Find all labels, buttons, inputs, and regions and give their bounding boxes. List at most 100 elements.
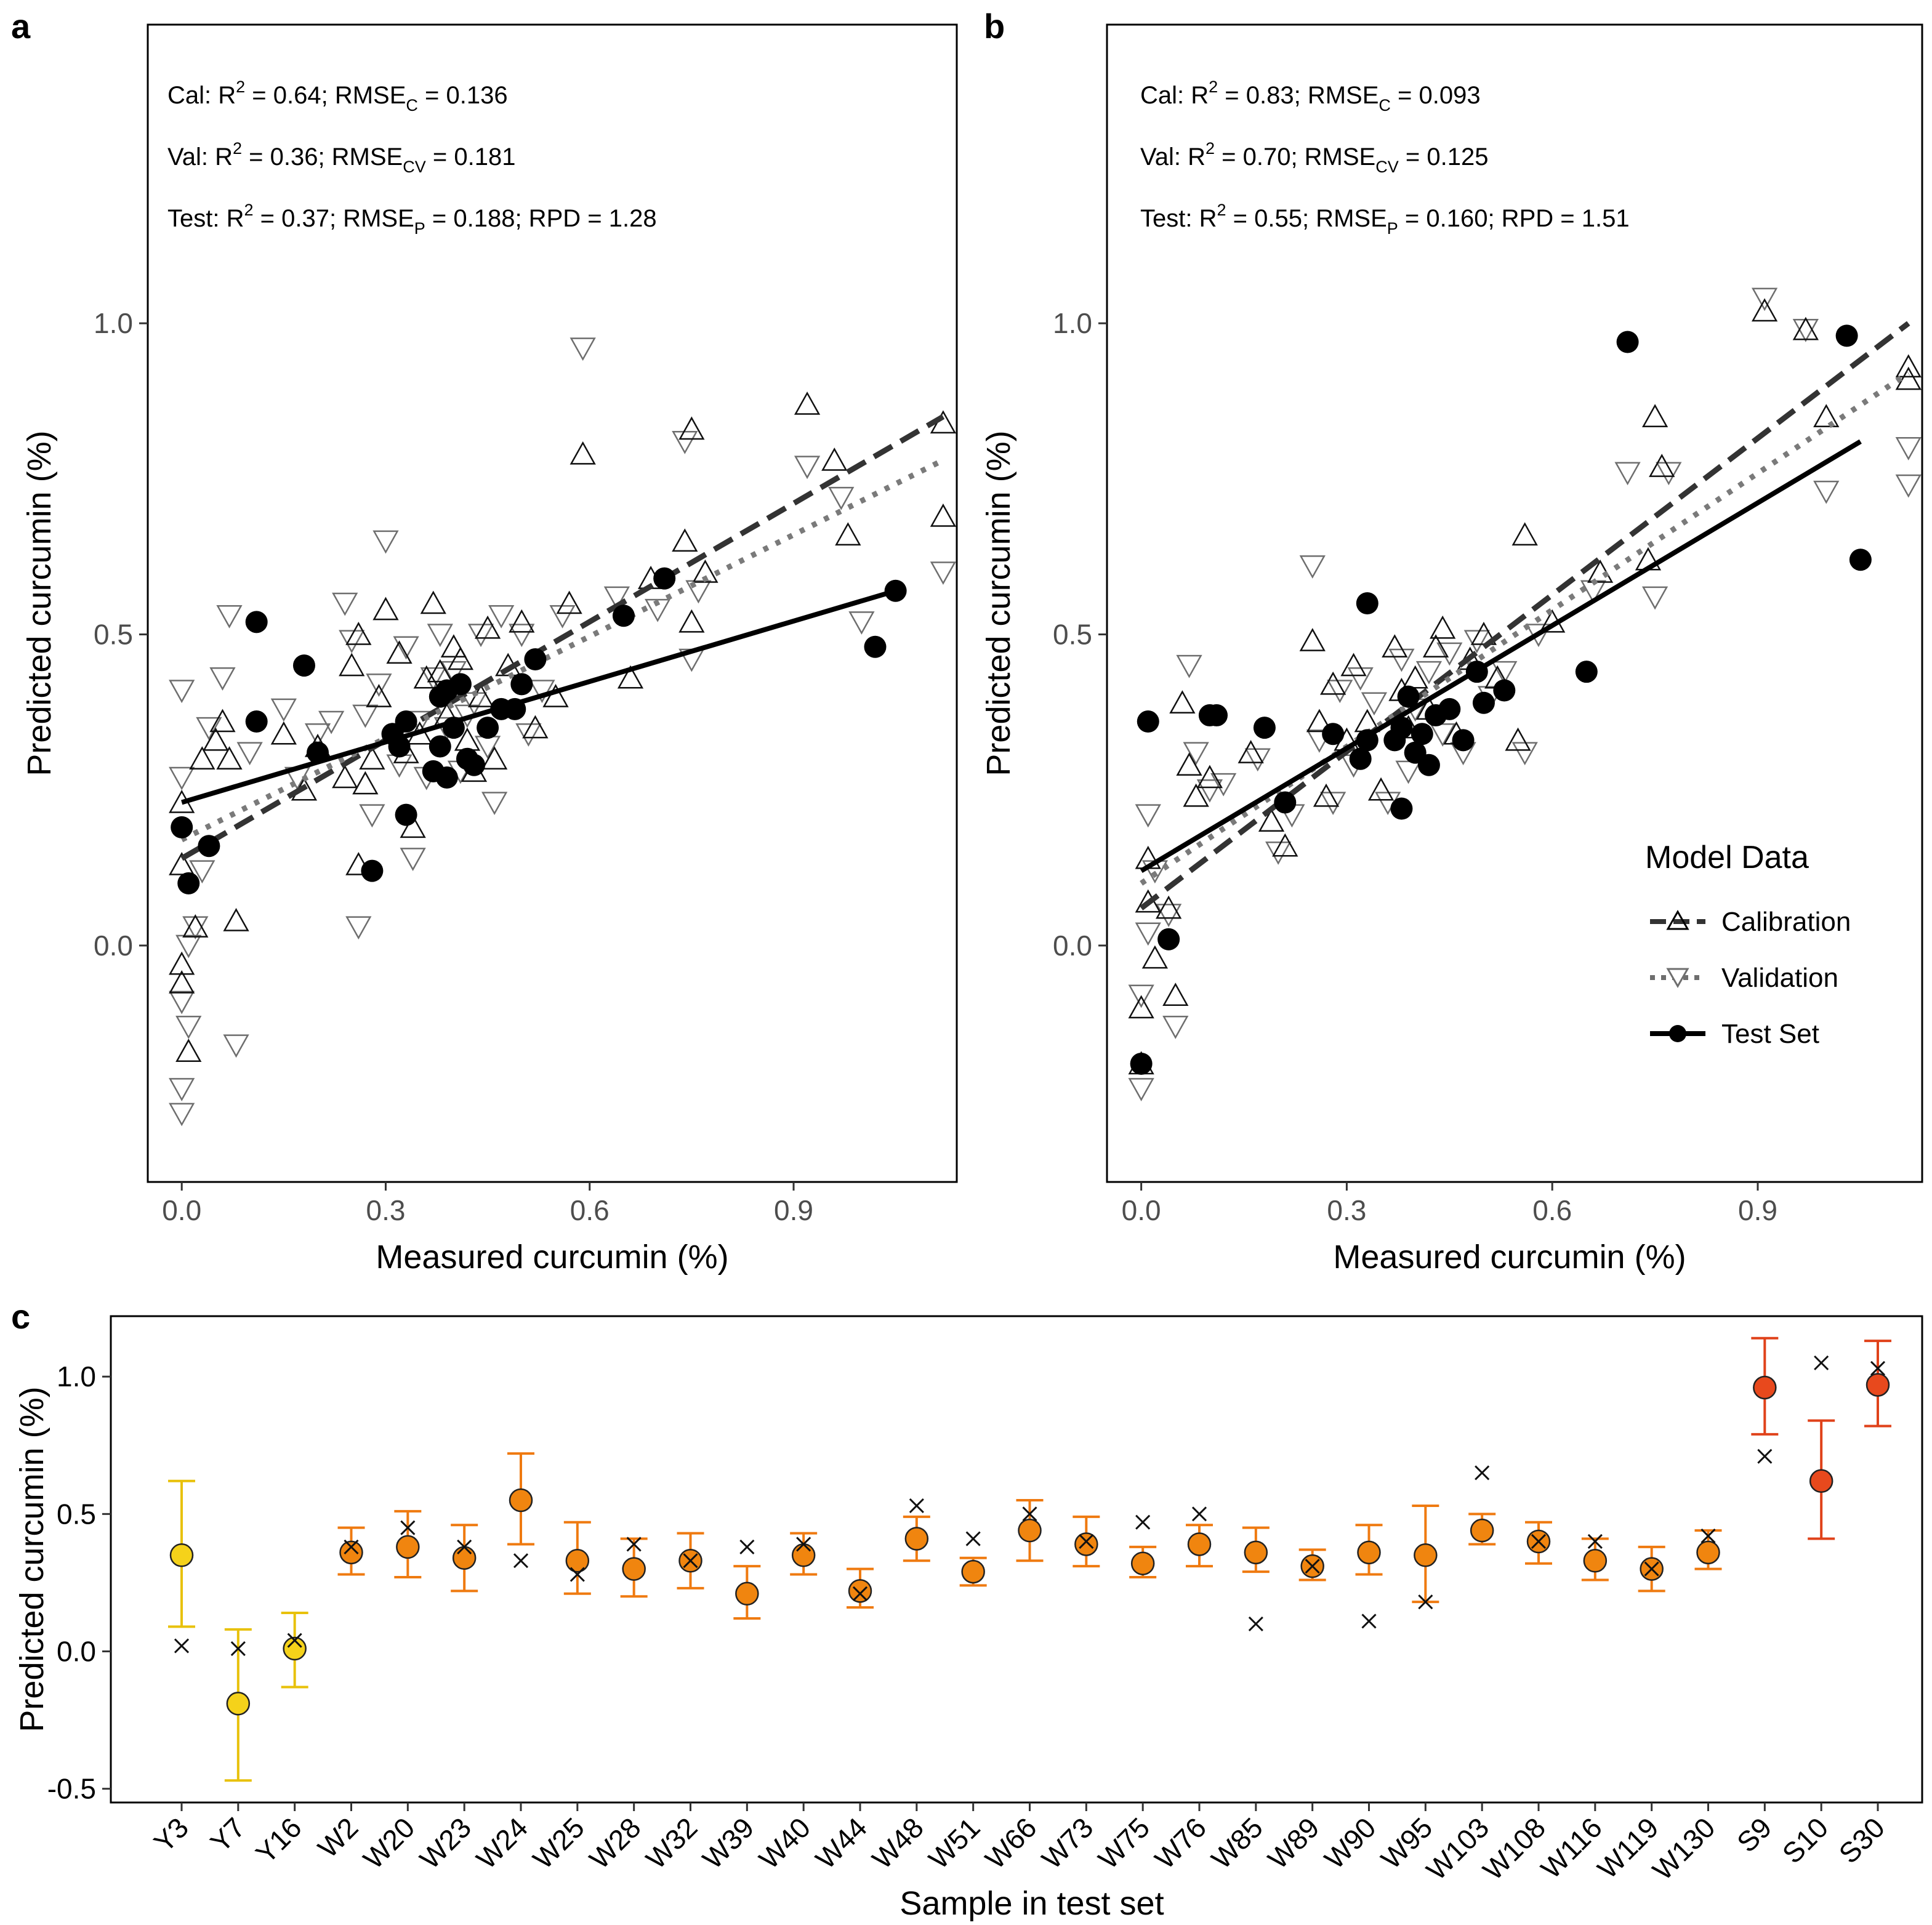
x-tick-label-W51: W51	[922, 1811, 986, 1875]
cross-stroke	[344, 1539, 359, 1554]
validation-point	[345, 916, 372, 940]
test-point	[463, 754, 486, 776]
validation-point	[1196, 779, 1223, 803]
validation-point	[1135, 804, 1161, 828]
x-tick-label-W25: W25	[526, 1811, 590, 1875]
test-point	[307, 741, 329, 764]
validation-point	[685, 580, 712, 604]
x-tick-label-W23: W23	[414, 1811, 478, 1875]
calibration-point	[1340, 653, 1367, 677]
calibration-point	[1422, 634, 1449, 658]
predicted-point-W51	[961, 1559, 985, 1584]
test-point	[429, 735, 451, 758]
calibration-point	[189, 746, 215, 770]
panel-b-axes: 0.0 0.3 0.6 0.9 0.0 0.5 1.0	[1053, 307, 1777, 1226]
panel-a-axes: 0.0 0.3 0.6 0.9 0.0 0.5 1.0	[94, 307, 813, 1226]
test-point	[1397, 685, 1420, 708]
validation-point	[467, 624, 494, 648]
validation-point	[515, 723, 542, 747]
y-tick-label: 1.0	[1053, 307, 1092, 339]
x-tick-label: 0.9	[1738, 1194, 1777, 1226]
x-tick-label-W24: W24	[470, 1811, 534, 1875]
calibration-point	[427, 659, 453, 683]
calibration-point	[570, 441, 596, 465]
test-fit-line	[181, 588, 896, 805]
validation-point	[1511, 742, 1538, 766]
y-tick-label: 0.5	[94, 619, 133, 651]
calibration-point	[1505, 727, 1531, 751]
calibration-point	[1141, 945, 1169, 969]
predicted-point-W48	[904, 1527, 929, 1551]
calibration-point	[1641, 404, 1668, 428]
cross-stroke	[1361, 1614, 1377, 1629]
cross-stroke	[570, 1567, 585, 1582]
test-point	[524, 648, 547, 670]
calibration-point	[481, 746, 508, 770]
test-point	[395, 803, 417, 826]
measured-cross-W116	[1587, 1533, 1603, 1549]
predicted-point-S30	[1866, 1373, 1890, 1397]
calibration-point	[1402, 665, 1428, 689]
calibration-point	[1169, 690, 1196, 713]
measured-cross-W39	[739, 1539, 755, 1554]
test-point	[504, 697, 526, 720]
x-tick-label-W89: W89	[1262, 1811, 1326, 1875]
validation-point	[1656, 462, 1682, 486]
cross-stroke	[1418, 1594, 1433, 1610]
measured-cross-W103	[1475, 1465, 1490, 1481]
calibration-point	[169, 851, 195, 875]
measured-cross-Y7	[230, 1641, 246, 1657]
cross-stroke	[1248, 1616, 1263, 1631]
cross-stroke	[1191, 1506, 1207, 1522]
measured-cross-S10	[1814, 1355, 1829, 1370]
measured-cross-W75	[1135, 1514, 1151, 1530]
validation-point	[175, 1016, 202, 1039]
y-tick-label: 0.5	[57, 1498, 96, 1530]
predicted-point-W66	[1018, 1518, 1042, 1543]
validation-point	[209, 667, 236, 691]
legend-label-calibration: Calibration	[1721, 907, 1851, 937]
calibration-point	[672, 528, 698, 552]
validation-point	[182, 916, 209, 940]
test-point	[1575, 661, 1598, 683]
validation-point	[481, 792, 508, 816]
validation-point	[848, 611, 875, 635]
measured-cross-W25	[570, 1567, 585, 1582]
predicted-point-W25	[565, 1548, 590, 1573]
validation-point	[1813, 480, 1840, 504]
x-tick-label-W28: W28	[583, 1811, 647, 1875]
cross-stroke	[1644, 1561, 1659, 1577]
calibration-point	[1258, 808, 1285, 832]
test-point	[1137, 710, 1159, 733]
test-point	[1417, 754, 1440, 776]
x-tick-label: 0.6	[1532, 1194, 1572, 1226]
measured-cross-W130	[1701, 1529, 1716, 1544]
calibration-point	[556, 590, 582, 614]
calibration-point	[339, 653, 365, 677]
calibration-point	[1238, 740, 1264, 763]
y-tick-label: -0.5	[47, 1773, 96, 1805]
predicted-point-Y3	[169, 1543, 194, 1567]
validation-point	[1265, 842, 1292, 865]
legend-dot-icon	[1669, 1025, 1686, 1042]
validation-point	[393, 636, 419, 660]
calibration-point	[1792, 316, 1819, 340]
test-point	[245, 710, 268, 733]
predicted-point-W40	[791, 1543, 816, 1567]
predicted-point-S10	[1809, 1469, 1833, 1493]
y-tick-label: 1.0	[94, 307, 133, 339]
calibration-point	[332, 765, 358, 789]
panel-b-frame	[1106, 23, 1923, 1183]
cross-stroke	[739, 1539, 755, 1554]
calibration-point	[678, 609, 705, 633]
validation-point	[1614, 462, 1641, 486]
calibration-point	[1511, 522, 1538, 546]
validation-point	[169, 680, 195, 704]
calibration-point	[1156, 895, 1182, 919]
cross-stroke	[1305, 1559, 1320, 1574]
x-tick-label: 0.3	[1327, 1194, 1366, 1226]
calibration-point	[169, 970, 195, 994]
x-tick-label-W130: W130	[1646, 1811, 1721, 1886]
predicted-point-W44	[848, 1579, 872, 1603]
validation-point	[400, 848, 426, 871]
